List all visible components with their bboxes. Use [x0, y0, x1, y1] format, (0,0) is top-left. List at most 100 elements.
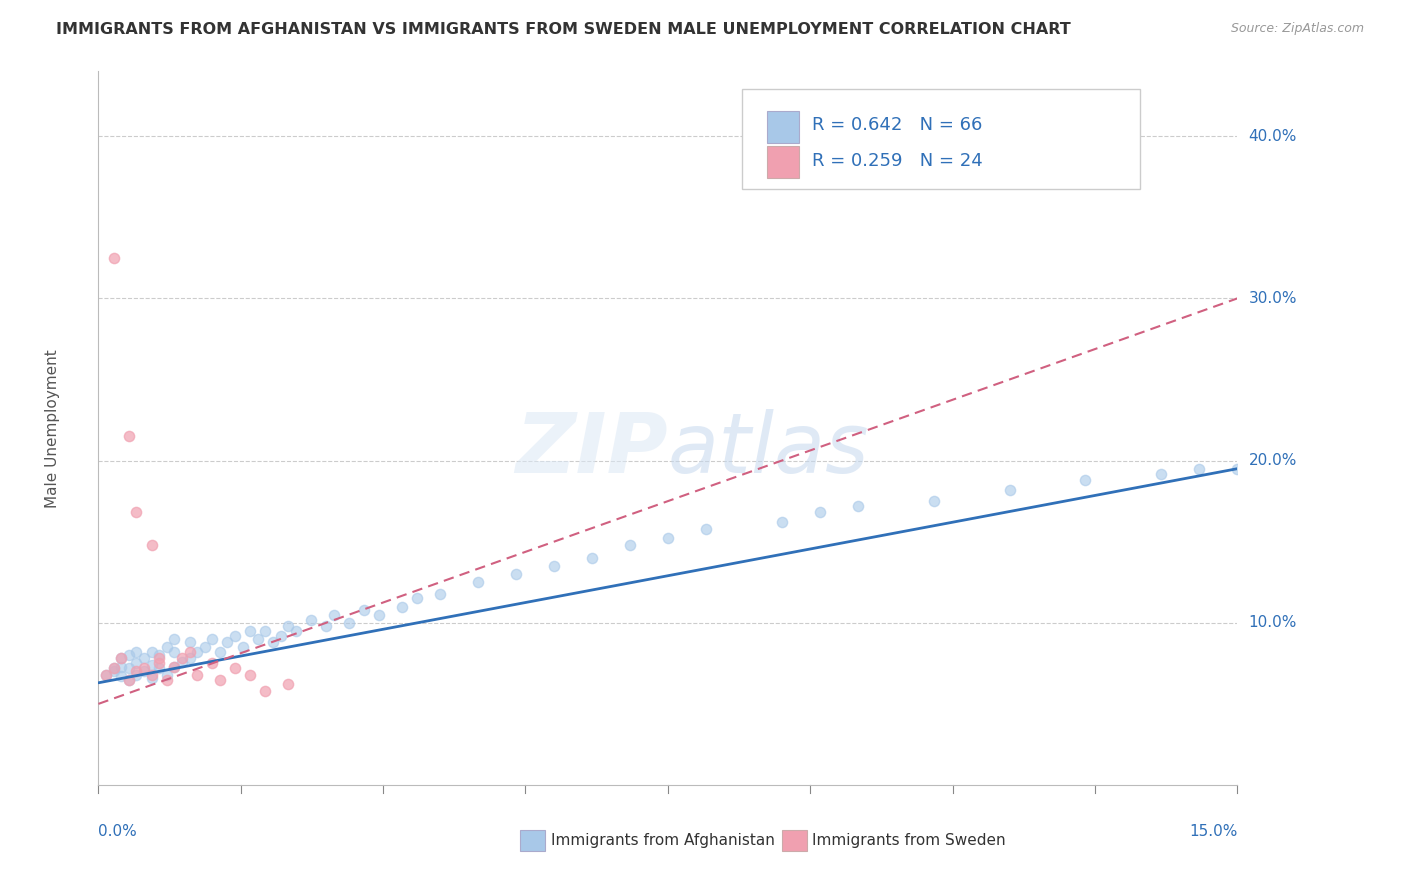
Text: 20.0%: 20.0% [1249, 453, 1296, 468]
Point [125, 506, 148, 520]
Point [246, 632, 269, 646]
Point [103, 661, 125, 675]
Point [141, 657, 163, 672]
Point [163, 632, 186, 646]
Point [94, 667, 117, 681]
Point [353, 603, 375, 617]
Point [619, 538, 641, 552]
Point [467, 575, 489, 590]
Bar [520, 830, 546, 851]
Text: Source: ZipAtlas.com: Source: ZipAtlas.com [1230, 22, 1364, 36]
Point [368, 607, 391, 622]
Point [141, 645, 163, 659]
Point [186, 667, 208, 681]
Point [315, 619, 337, 633]
Point [170, 655, 193, 669]
Point [208, 673, 231, 687]
Point [254, 684, 277, 698]
Point [322, 607, 344, 622]
Point [262, 635, 284, 649]
Text: R = 0.259   N = 24: R = 0.259 N = 24 [813, 152, 983, 169]
Point [657, 532, 679, 546]
Point [1188, 461, 1211, 475]
Point [239, 667, 262, 681]
Point [110, 659, 132, 673]
Point [163, 659, 186, 673]
Text: IMMIGRANTS FROM AFGHANISTAN VS IMMIGRANTS FROM SWEDEN MALE UNEMPLOYMENT CORRELAT: IMMIGRANTS FROM AFGHANISTAN VS IMMIGRANT… [56, 22, 1071, 37]
Point [1150, 467, 1173, 481]
Point [103, 251, 125, 265]
Point [808, 506, 831, 520]
Text: 15.0%: 15.0% [1189, 824, 1237, 838]
Point [695, 522, 717, 536]
Point [110, 651, 132, 665]
Point [148, 657, 170, 671]
Point [208, 645, 231, 659]
Point [148, 661, 170, 675]
Point [201, 657, 224, 671]
Text: 0.0%: 0.0% [98, 824, 138, 838]
Text: ZIP: ZIP [515, 409, 668, 490]
Point [217, 635, 239, 649]
Bar [766, 146, 799, 178]
Point [125, 665, 148, 679]
Point [103, 661, 125, 675]
Point [141, 671, 163, 685]
Point [125, 667, 148, 681]
Point [141, 538, 163, 552]
Point [163, 659, 186, 673]
FancyBboxPatch shape [742, 89, 1140, 189]
Point [277, 677, 299, 691]
Point [125, 645, 148, 659]
Point [186, 645, 208, 659]
Point [391, 599, 413, 614]
Text: R = 0.642   N = 66: R = 0.642 N = 66 [813, 116, 983, 134]
Point [118, 673, 141, 687]
Point [581, 550, 603, 565]
Point [194, 640, 217, 654]
Point [118, 661, 141, 675]
Text: Immigrants from Afghanistan: Immigrants from Afghanistan [551, 833, 775, 848]
Point [94, 667, 117, 681]
Text: 10.0%: 10.0% [1249, 615, 1296, 631]
Point [156, 667, 179, 681]
Point [163, 645, 186, 659]
Point [543, 559, 565, 574]
Point [232, 640, 254, 654]
Point [179, 651, 201, 665]
Point [148, 648, 170, 663]
Point [170, 651, 193, 665]
Point [110, 651, 132, 665]
Point [505, 567, 527, 582]
Point [337, 615, 360, 630]
Point [179, 645, 201, 659]
Point [299, 613, 322, 627]
Point [132, 665, 155, 679]
Point [141, 667, 163, 681]
Point [156, 640, 179, 654]
Point [224, 661, 246, 675]
Point [254, 624, 277, 638]
Bar [766, 111, 799, 143]
Point [118, 429, 141, 443]
Text: atlas: atlas [668, 409, 869, 490]
Point [110, 669, 132, 683]
Text: 30.0%: 30.0% [1249, 291, 1296, 306]
Point [156, 673, 179, 687]
Point [998, 483, 1021, 497]
Point [132, 651, 155, 665]
Text: Immigrants from Sweden: Immigrants from Sweden [813, 833, 1007, 848]
Point [224, 629, 246, 643]
Point [239, 624, 262, 638]
Point [132, 661, 155, 675]
Point [770, 515, 793, 529]
Point [277, 619, 299, 633]
Point [179, 635, 201, 649]
Point [125, 657, 148, 671]
Text: Male Unemployment: Male Unemployment [45, 349, 60, 508]
Point [103, 665, 125, 679]
Point [429, 586, 451, 600]
Point [1074, 473, 1097, 487]
Point [1226, 461, 1249, 475]
Point [201, 632, 224, 646]
